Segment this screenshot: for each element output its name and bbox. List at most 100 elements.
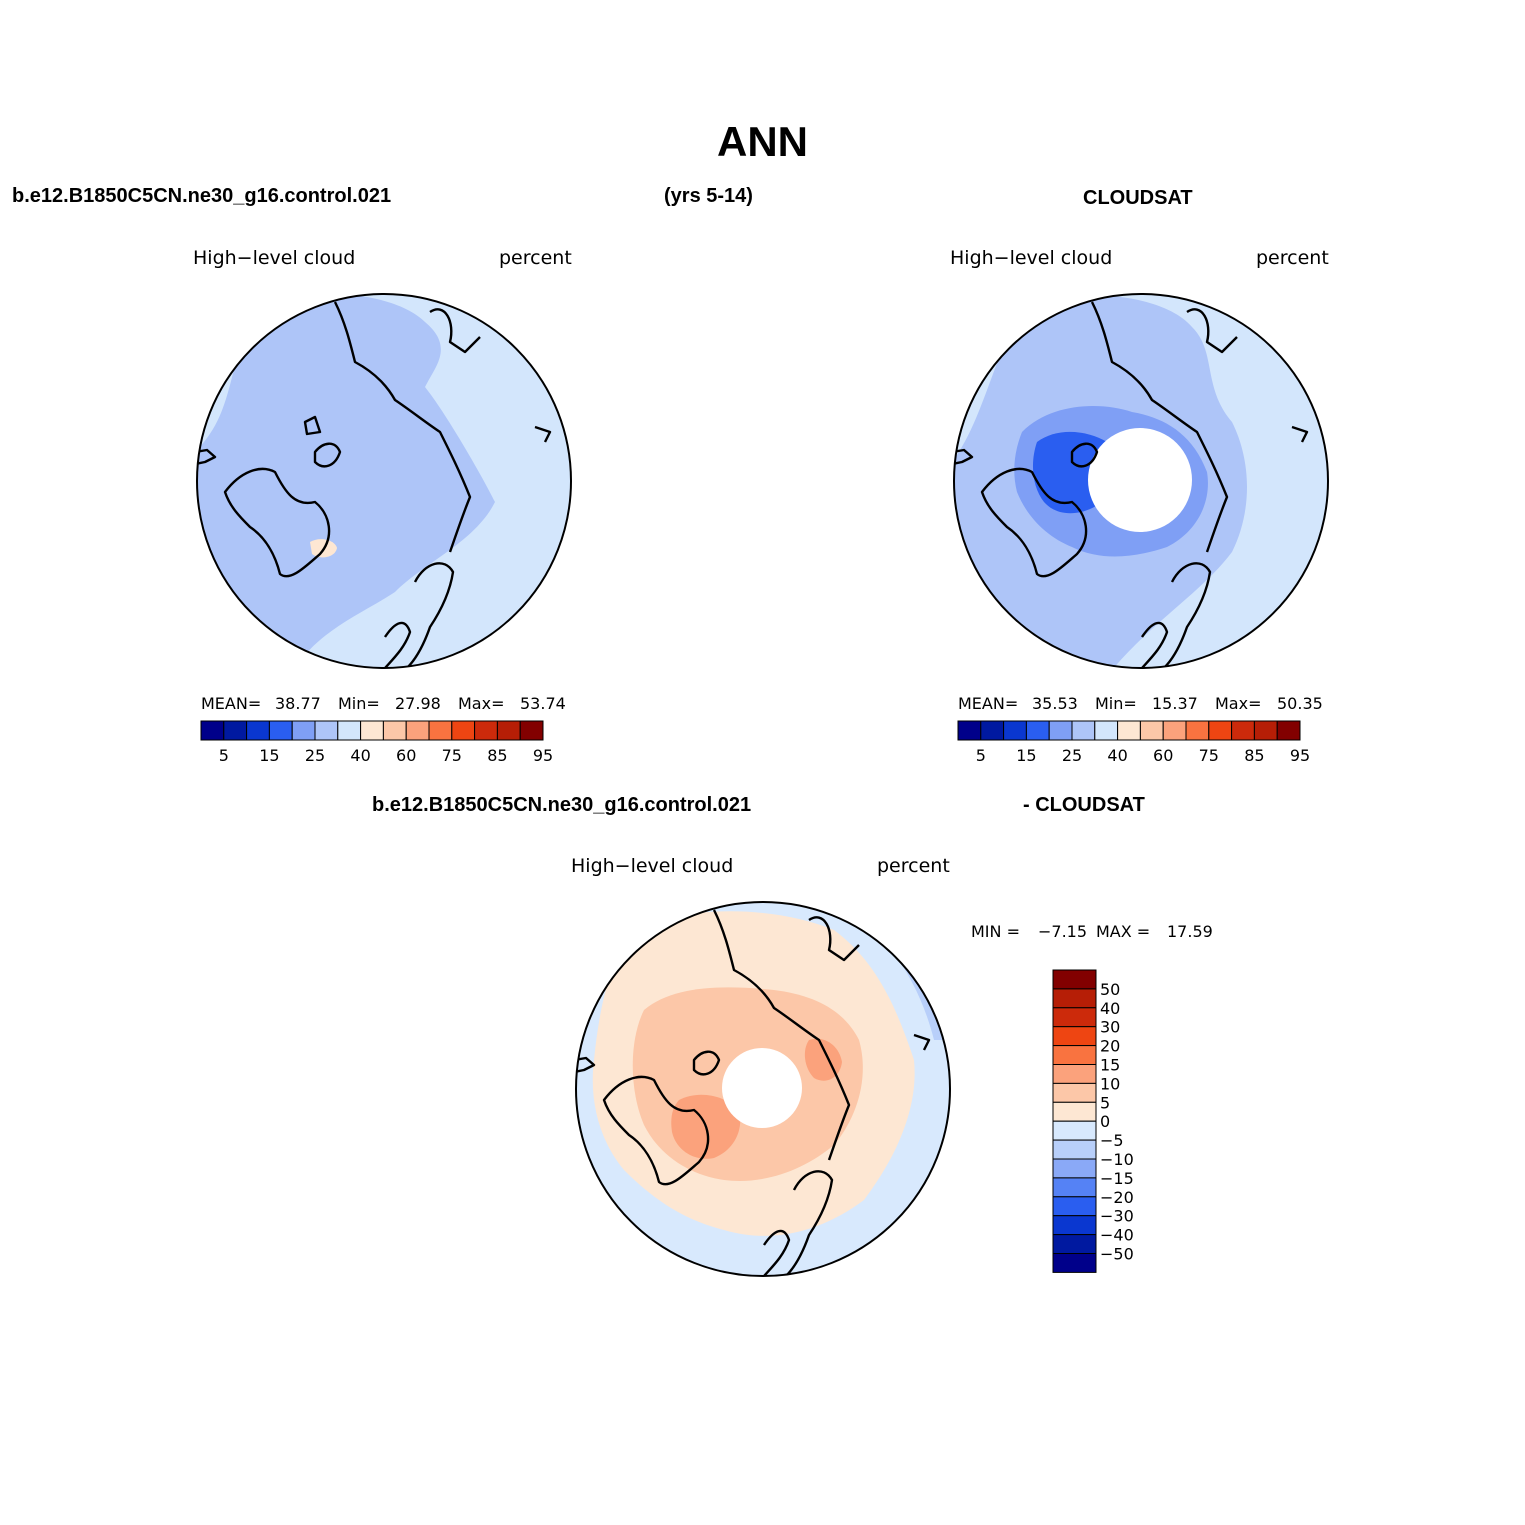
- diff-colorbar-box: [1052, 1196, 1097, 1217]
- diff-colorbar-tick-label: 15: [1100, 1056, 1120, 1075]
- obs-colorbar-box: [1048, 720, 1073, 741]
- model-max-label: Max=: [458, 694, 505, 713]
- obs-colorbar: 5 15 25 40 60 75 85 95: [957, 720, 1310, 765]
- diff-colorbar-box: [1052, 969, 1097, 990]
- obs-colorbar-box: [1253, 720, 1278, 741]
- diff-colorbar-tick-label: 30: [1100, 1018, 1120, 1037]
- model-polar-map: [196, 293, 572, 669]
- model-colorbar: 5 15 25 40 60 75 85 95: [200, 720, 553, 765]
- model-min-value: 27.98: [395, 694, 441, 713]
- diff-colorbar-tick-label: 50: [1100, 980, 1120, 999]
- diff-colorbar-tick-label: 10: [1100, 1074, 1120, 1093]
- obs-colorbar-box: [1231, 720, 1255, 741]
- obs-polar-map: [953, 293, 1329, 669]
- diff-colorbar-tick-label: 0: [1100, 1112, 1110, 1131]
- diff-colorbar-box: [1052, 1045, 1097, 1065]
- model-colorbar-tick-label: 85: [487, 746, 507, 765]
- diff-colorbar-tick-label: 20: [1100, 1037, 1120, 1056]
- model-colorbar-box: [519, 720, 544, 741]
- diff-colorbar-box: [1052, 1139, 1097, 1160]
- obs-colorbar-box: [980, 720, 1005, 741]
- obs-units-label: percent: [1256, 247, 1329, 269]
- obs-colorbar-tick-label: 15: [1016, 746, 1036, 765]
- obs-colorbar-tick-label: 40: [1107, 746, 1127, 765]
- model-min-label: Min=: [338, 694, 380, 713]
- diff-colorbar-tick-label: −10: [1100, 1150, 1134, 1169]
- diff-polar-map: [575, 901, 951, 1277]
- obs-colorbar-box: [1208, 720, 1233, 741]
- diff-colorbar-box: [1052, 1082, 1097, 1103]
- diff-colorbar-box: [1052, 1101, 1097, 1122]
- diff-colorbar-tick-label: −5: [1100, 1131, 1124, 1150]
- model-map-border: [196, 293, 572, 669]
- model-colorbar-box: [474, 720, 498, 741]
- diff-min-label: MIN =: [971, 922, 1020, 941]
- model-colorbar-box: [451, 720, 476, 741]
- diff-coastlines: [576, 909, 931, 1276]
- model-colorbar-tick-label: 75: [442, 746, 462, 765]
- diff-missing-data-hole: [722, 1048, 802, 1128]
- diff-units-label: percent: [877, 855, 950, 877]
- obs-variable-label: High−level cloud: [950, 247, 1113, 269]
- model-colorbar-tick-label: 5: [219, 746, 229, 765]
- model-colorbar-box: [200, 720, 225, 741]
- diff-obs-header: - CLOUDSAT: [1023, 794, 1145, 816]
- model-colorbar-box: [223, 720, 248, 741]
- model-coastlines: [197, 301, 552, 668]
- obs-colorbar-tick-label: 60: [1153, 746, 1173, 765]
- obs-colorbar-box: [1139, 720, 1164, 741]
- obs-mean-label: MEAN=: [958, 694, 1019, 713]
- obs-colorbar-box: [1071, 720, 1096, 741]
- obs-colorbar-tick-label: 95: [1290, 746, 1310, 765]
- model-field-mid: [197, 294, 495, 668]
- diff-colorbar-box: [1052, 1120, 1097, 1141]
- obs-colorbar-tick-label: 75: [1199, 746, 1219, 765]
- obs-max-value: 50.35: [1277, 694, 1323, 713]
- model-colorbar-box: [291, 720, 316, 741]
- obs-coastlines: [954, 301, 1309, 668]
- diff-min-value: −7.15: [1038, 922, 1088, 941]
- model-colorbar-box: [268, 720, 293, 741]
- obs-colorbar-box: [957, 720, 982, 741]
- model-colorbar-box: [496, 720, 521, 741]
- obs-name-header: CLOUDSAT: [1083, 187, 1193, 209]
- diff-map-border: [575, 901, 951, 1277]
- diff-colorbar-tick-label: −20: [1100, 1188, 1134, 1207]
- obs-colorbar-box: [1003, 720, 1027, 741]
- obs-colorbar-box: [1025, 720, 1050, 741]
- diff-colorbar-box: [1052, 1177, 1097, 1198]
- diff-variable-label: High−level cloud: [571, 855, 734, 877]
- obs-colorbar-tick-label: 25: [1062, 746, 1082, 765]
- obs-colorbar-box: [1276, 720, 1301, 741]
- diff-colorbar-box: [1052, 1253, 1097, 1273]
- diff-max-label: MAX =: [1096, 922, 1151, 941]
- model-colorbar-tick-label: 25: [305, 746, 325, 765]
- obs-map-border: [953, 293, 1329, 669]
- obs-colorbar-tick-label: 85: [1244, 746, 1264, 765]
- obs-max-label: Max=: [1215, 694, 1262, 713]
- diff-colorbar-tick-label: 5: [1100, 1093, 1110, 1112]
- model-colorbar-tick-label: 15: [259, 746, 279, 765]
- model-mean-label: MEAN=: [201, 694, 262, 713]
- obs-mean-value: 35.53: [1032, 694, 1078, 713]
- diff-colorbar-tick-label: −15: [1100, 1169, 1134, 1188]
- obs-missing-data-hole: [1088, 428, 1192, 532]
- model-colorbar-box: [360, 720, 384, 741]
- model-mean-value: 38.77: [275, 694, 321, 713]
- diff-case-name-header: b.e12.B1850C5CN.ne30_g16.control.021: [372, 794, 752, 816]
- diff-colorbar-tick-label: −30: [1100, 1207, 1134, 1226]
- diff-colorbar-tick-label: −40: [1100, 1226, 1134, 1245]
- diff-colorbar-box: [1052, 1234, 1097, 1255]
- model-colorbar-box: [382, 720, 407, 741]
- obs-colorbar-box: [1094, 720, 1119, 741]
- model-variable-label: High−level cloud: [193, 247, 356, 269]
- model-colorbar-box: [246, 720, 270, 741]
- model-colorbar-tick-label: 40: [350, 746, 370, 765]
- model-colorbar-box: [405, 720, 430, 741]
- diff-colorbar-tick-label: 40: [1100, 999, 1120, 1018]
- model-colorbar-tick-label: 95: [533, 746, 553, 765]
- obs-colorbar-box: [1185, 720, 1210, 741]
- obs-min-label: Min=: [1095, 694, 1137, 713]
- diff-colorbar-tick-label: −50: [1100, 1245, 1134, 1264]
